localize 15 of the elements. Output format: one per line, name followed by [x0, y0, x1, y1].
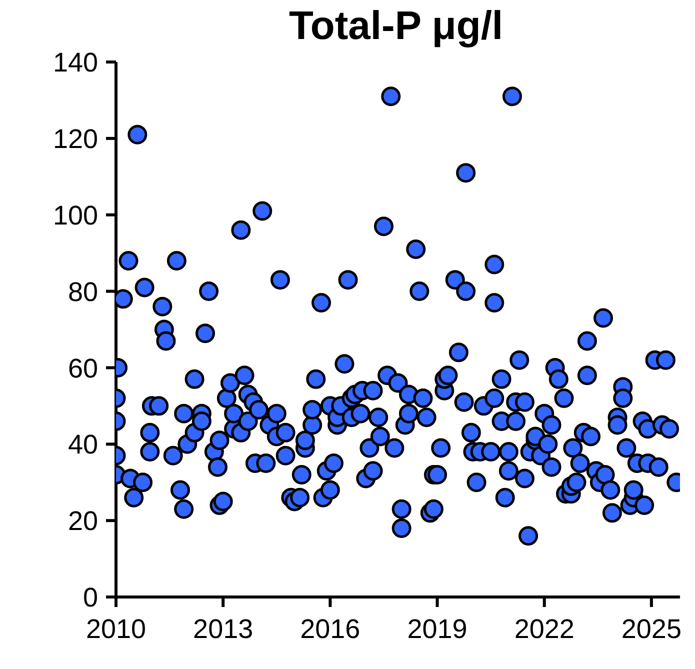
y-tick-label: 0	[82, 582, 98, 613]
x-tick-label: 2016	[300, 614, 360, 644]
y-tick-label: 80	[68, 276, 98, 307]
chart-title: Total-P μg/l	[288, 4, 504, 49]
y-tick-label: 20	[68, 506, 98, 536]
y-tick-label: 60	[68, 353, 98, 384]
x-tick-label: 2019	[407, 614, 468, 644]
y-tick-label: 40	[68, 430, 98, 460]
y-tick-label: 100	[52, 200, 98, 230]
x-tick-label: 2010	[86, 614, 146, 644]
x-tick-label: 2025	[621, 614, 682, 644]
x-tick-label: 2022	[514, 614, 574, 644]
y-tick-label: 140	[52, 48, 98, 78]
y-tick-label: 120	[52, 124, 98, 154]
x-tick-label: 2013	[193, 614, 254, 644]
